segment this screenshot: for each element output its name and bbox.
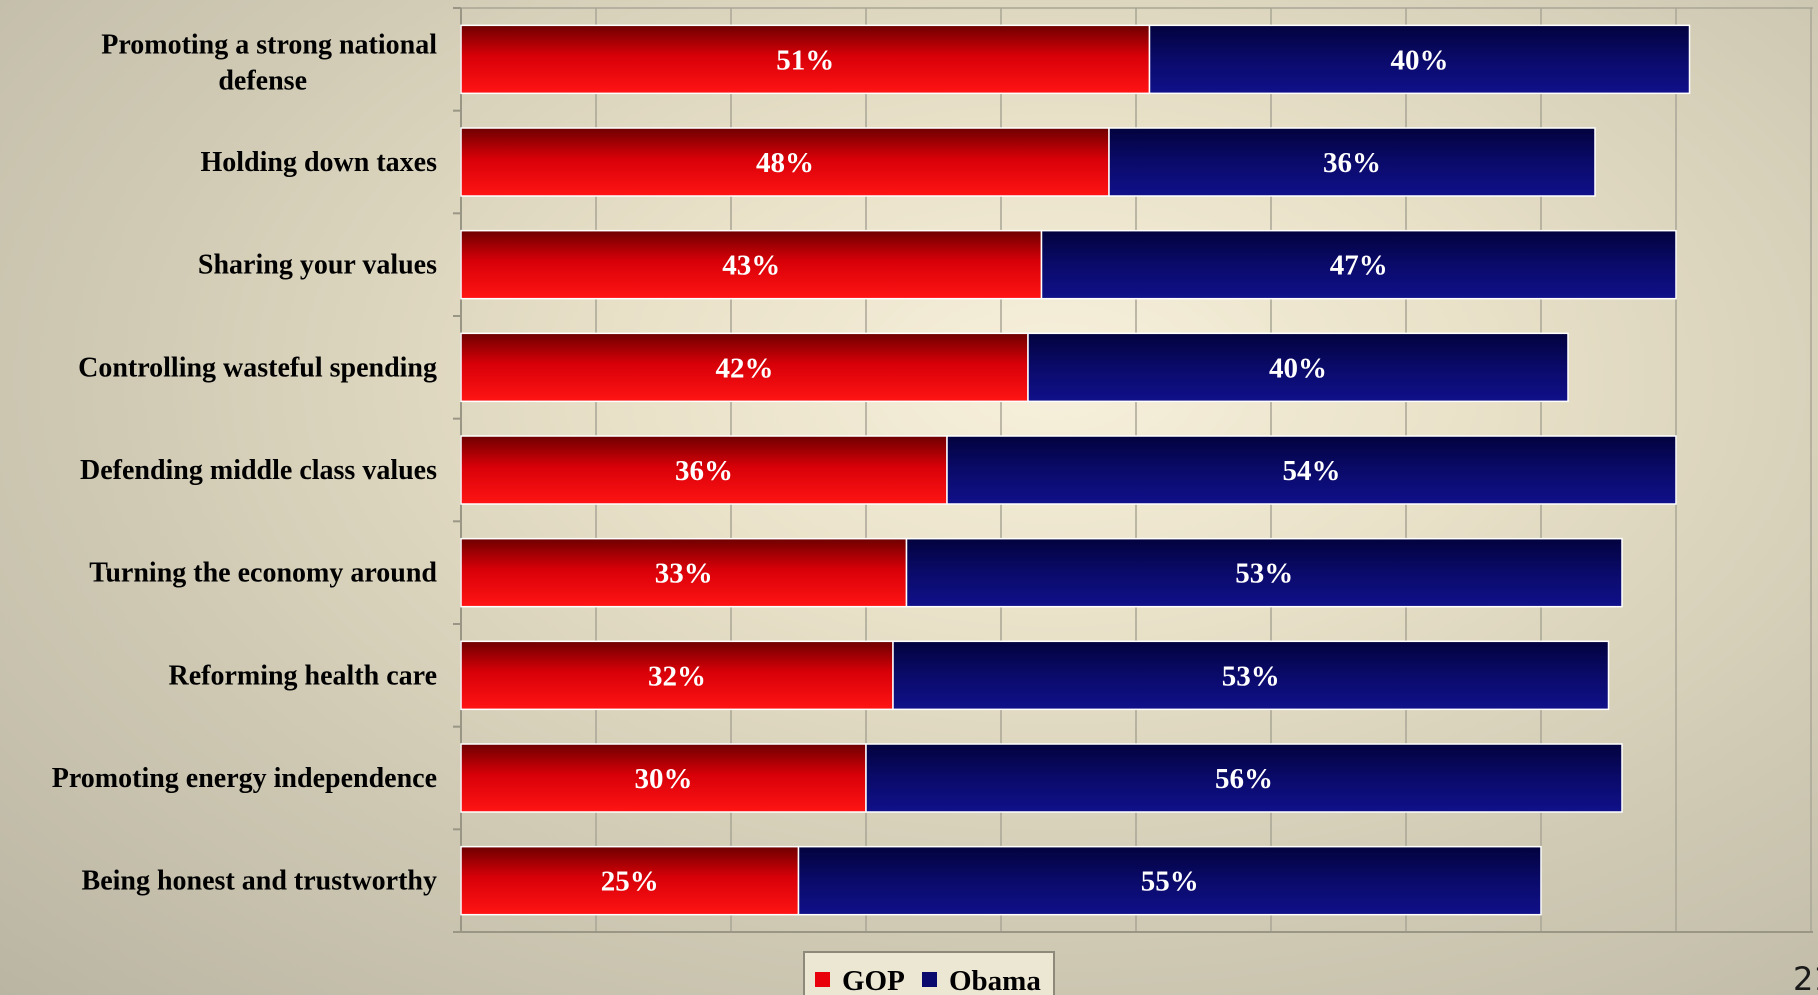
legend-swatch-obama <box>922 972 937 987</box>
data-label-obama: 53% <box>1222 660 1280 692</box>
data-label-obama: 54% <box>1283 455 1341 487</box>
category-label: Defending middle class values <box>80 455 437 486</box>
data-label-gop: 30% <box>635 763 693 795</box>
category-label: Controlling wasteful spending <box>78 352 437 383</box>
data-label-gop: 33% <box>655 558 713 590</box>
data-label-obama: 53% <box>1235 558 1293 590</box>
data-label-obama: 56% <box>1215 763 1273 795</box>
data-label-gop: 36% <box>675 455 733 487</box>
category-label: Holding down taxes <box>201 147 438 178</box>
category-label: Sharing your values <box>198 250 437 281</box>
category-label: Turning the economy around <box>89 558 437 589</box>
data-label-gop: 51% <box>776 44 834 76</box>
legend-swatch-gop <box>815 972 830 987</box>
category-labels: Promoting a strong national defense Holdin… <box>52 29 438 896</box>
data-label-obama: 47% <box>1330 250 1388 282</box>
data-label-obama: 36% <box>1323 147 1381 179</box>
legend-label-obama: Obama <box>949 965 1041 995</box>
category-label: Being honest and trustworthy <box>82 866 437 897</box>
page-number: 21 <box>1793 960 1818 995</box>
legend-label-gop: GOP <box>842 965 905 995</box>
data-label-obama: 40% <box>1269 352 1327 384</box>
bars: 51% 40% 48% 36% 43% 47% 42% 40% 36% 54% 33% 53% 32% 5… <box>461 25 1690 914</box>
data-label-gop: 32% <box>648 660 706 692</box>
data-label-gop: 48% <box>756 147 814 179</box>
category-label: Reforming health care <box>168 660 437 691</box>
data-label-gop: 25% <box>601 866 659 898</box>
legend: GOP Obama <box>804 952 1054 995</box>
data-label-obama: 55% <box>1141 866 1199 898</box>
category-label: Promoting a strong national defense <box>101 29 437 96</box>
data-label-obama: 40% <box>1391 44 1449 76</box>
data-label-gop: 43% <box>722 250 780 282</box>
data-label-gop: 42% <box>716 352 774 384</box>
category-label: Promoting energy independence <box>52 763 437 794</box>
